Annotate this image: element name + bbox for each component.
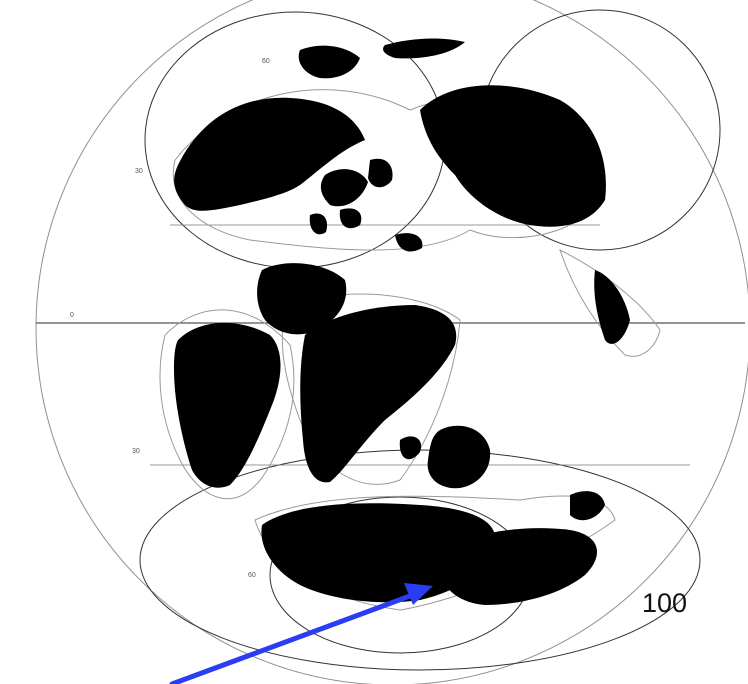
latitude-label-south-60: 60 <box>248 572 256 579</box>
latitude-label-north-30: 30 <box>135 168 143 175</box>
landmass-southeast-asia <box>594 270 630 344</box>
landmass-europe-fragment-5 <box>395 233 423 252</box>
landmass-europe-fragment-1 <box>320 169 368 207</box>
landmass-europe-fragment-2 <box>368 158 393 188</box>
landmass-india <box>427 425 491 489</box>
landmass-south-america <box>174 322 281 488</box>
landmass-africa <box>300 305 457 483</box>
landmass-eurasia <box>420 85 606 227</box>
latitude-label-north-60: 60 <box>262 58 270 65</box>
landmass-australia <box>439 528 597 605</box>
annotation-arrow-shaft <box>169 590 421 684</box>
landmass-antarctica <box>261 503 496 603</box>
landmass-europe-fragment-4 <box>309 213 328 235</box>
landmass-new-zealand <box>570 491 605 521</box>
landmass-arctic-island <box>383 38 465 59</box>
landmass-madagascar <box>399 436 422 460</box>
landmass-europe-fragment-3 <box>339 208 362 229</box>
landmasses <box>174 38 630 605</box>
latitude-label-south-30: 30 <box>132 448 140 455</box>
latitude-label-equator: 0 <box>70 312 74 319</box>
annotation-arrow-head <box>404 583 433 605</box>
landmass-greenland <box>298 45 360 79</box>
landmass-north-america <box>174 97 365 211</box>
landmass-north-africa <box>257 263 347 335</box>
age-label: 100 <box>642 588 688 618</box>
